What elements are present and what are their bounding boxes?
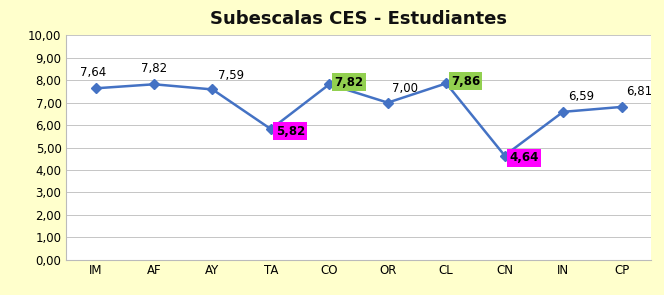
Text: 4,64: 4,64	[509, 151, 539, 164]
Text: 6,59: 6,59	[568, 90, 594, 103]
Text: 7,82: 7,82	[141, 62, 167, 75]
Text: 6,81: 6,81	[626, 85, 652, 99]
Title: Subescalas CES - Estudiantes: Subescalas CES - Estudiantes	[210, 10, 507, 28]
Text: 5,82: 5,82	[276, 125, 305, 138]
Text: 7,86: 7,86	[451, 75, 480, 88]
Text: 7,00: 7,00	[392, 82, 418, 95]
Text: 7,59: 7,59	[218, 68, 244, 82]
Text: 7,82: 7,82	[334, 76, 363, 88]
Text: 7,64: 7,64	[80, 66, 106, 79]
